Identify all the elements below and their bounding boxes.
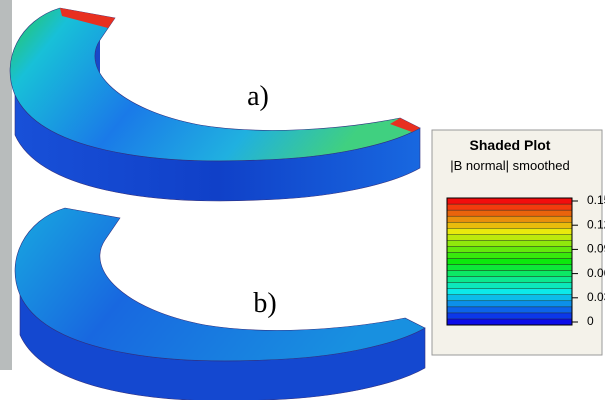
colorbar-band	[447, 283, 572, 289]
colorbar-band	[447, 234, 572, 240]
colorbar-band	[447, 313, 572, 319]
label-a: a)	[247, 81, 269, 112]
colorbar-band	[447, 240, 572, 246]
label-b: b)	[253, 288, 276, 319]
photo-strip	[0, 0, 12, 370]
legend-subtitle: |B normal| smoothed	[450, 158, 569, 173]
colorbar-band	[447, 301, 572, 307]
colorbar-band	[447, 204, 572, 210]
colorbar-band	[447, 216, 572, 222]
colorbar-tick-label: 0.15	[587, 193, 605, 207]
colorbar-tick-label: 0.03	[587, 290, 605, 304]
colorbar-band	[447, 277, 572, 283]
colorbar-band	[447, 228, 572, 234]
colorbar-band	[447, 222, 572, 228]
colorbar-band	[447, 210, 572, 216]
colorbar-band	[447, 258, 572, 264]
colorbar-band	[447, 252, 572, 258]
colorbar-band	[447, 289, 572, 295]
colorbar-band	[447, 271, 572, 277]
colorbar-band	[447, 319, 572, 325]
colorbar-band	[447, 307, 572, 313]
legend-title: Shaded Plot	[470, 137, 551, 153]
colorbar-tick-label: 0.12	[587, 217, 605, 231]
colorbar-band	[447, 198, 572, 204]
ring-b	[15, 208, 425, 400]
colorbar-band	[447, 246, 572, 252]
colorbar-band	[447, 295, 572, 301]
colorbar-tick-label: 0	[587, 314, 594, 328]
colorbar-tick-label: 0.06	[587, 266, 605, 280]
colorbar-band	[447, 265, 572, 271]
colorbar-tick-label: 0.09	[587, 242, 605, 256]
figure: a) b) Shaded Plot |B normal| smoothed 0 0…	[0, 0, 605, 400]
ring-a	[10, 8, 420, 201]
